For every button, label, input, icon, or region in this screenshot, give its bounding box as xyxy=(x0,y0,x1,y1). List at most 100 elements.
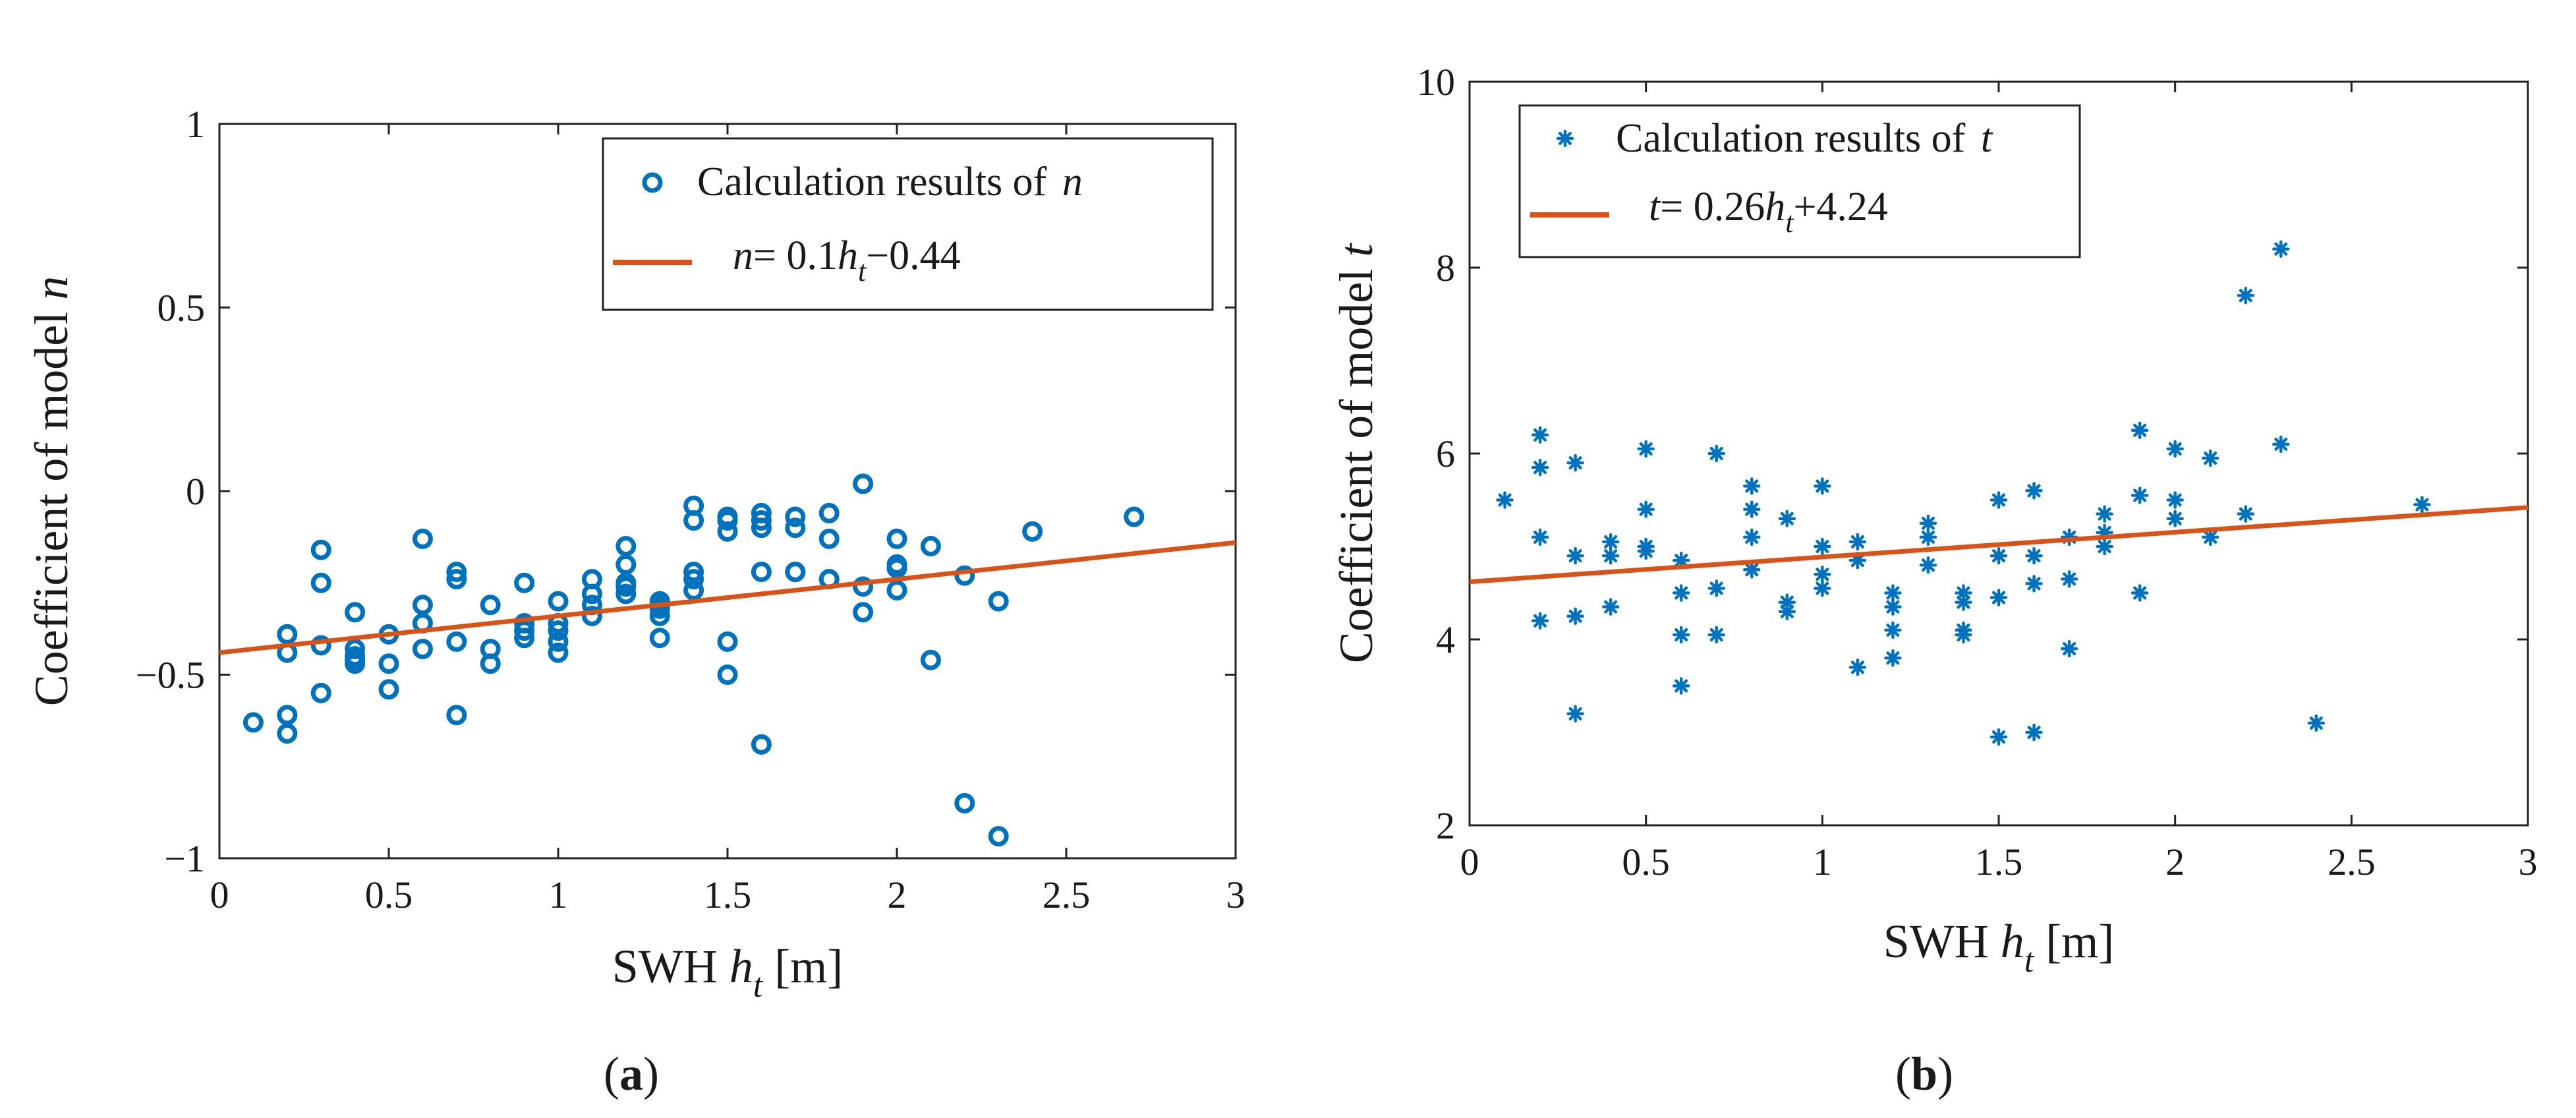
y-tick-label: 2 xyxy=(1436,804,1455,847)
data-point xyxy=(717,631,738,652)
data-point xyxy=(514,620,535,641)
data-point xyxy=(2307,714,2326,732)
panel-b-fit-line-group xyxy=(1469,505,2529,585)
data-point xyxy=(243,712,264,733)
data-point xyxy=(1989,728,2008,746)
data-point xyxy=(954,792,975,813)
data-point xyxy=(1566,607,1584,625)
data-point xyxy=(1884,598,1902,616)
panel-b-x-tick-labels: 0 0.5 1 1.5 2 2.5 3 xyxy=(1460,840,2538,883)
data-point xyxy=(785,562,806,583)
data-point xyxy=(1989,589,2008,606)
data-point xyxy=(1884,649,1902,667)
panel-a-plot-area: 0 0.5 1 1.5 2 2.5 3 −1 −0.5 0 0.5 1 xyxy=(136,103,1245,916)
data-point xyxy=(988,826,1009,847)
data-point xyxy=(1955,593,1972,611)
data-point xyxy=(683,579,704,601)
data-point xyxy=(886,558,907,579)
panel-a-data-points xyxy=(243,473,1145,847)
data-point xyxy=(1814,477,1831,495)
data-point xyxy=(886,528,907,549)
data-point xyxy=(1496,491,1514,509)
data-point xyxy=(1919,556,1937,574)
data-point xyxy=(1566,705,1584,723)
data-point xyxy=(1672,677,1690,695)
data-point xyxy=(1919,514,1937,532)
panel-b-legend-entry-2: t= 0.26ht+4.24 xyxy=(1649,185,1888,239)
data-point xyxy=(581,583,602,604)
data-point xyxy=(2060,639,2078,658)
panel-a-legend-box xyxy=(602,137,1214,311)
data-point xyxy=(920,536,941,557)
data-point xyxy=(2272,240,2290,258)
y-tick-label: 1 xyxy=(186,103,205,146)
data-point xyxy=(649,628,670,649)
data-point xyxy=(615,554,637,575)
data-point xyxy=(446,705,467,726)
panel-a: 0 0.5 1 1.5 2 2.5 3 −1 −0.5 0 0.5 1 Calculation re… xyxy=(25,103,1245,1100)
data-point xyxy=(548,591,569,612)
data-point xyxy=(988,591,1009,612)
panel-a-caption: (a) xyxy=(604,1047,659,1100)
data-point xyxy=(2096,505,2113,523)
data-point xyxy=(785,517,806,539)
data-point xyxy=(1743,528,1761,546)
data-point xyxy=(615,583,637,604)
data-point xyxy=(1637,542,1655,560)
panel-a-fit-line-group xyxy=(219,540,1236,655)
y-tick-label: 0.5 xyxy=(157,287,206,330)
data-point xyxy=(2131,486,2149,504)
data-point xyxy=(649,598,670,619)
data-point xyxy=(277,723,298,744)
data-point xyxy=(1778,593,1796,611)
data-point xyxy=(446,569,467,590)
data-point xyxy=(1848,533,1867,551)
data-point xyxy=(2272,435,2290,454)
panel-a-y-axis-label: Coefficient of model n xyxy=(25,276,78,707)
data-point xyxy=(717,510,738,531)
data-point xyxy=(2060,570,2078,588)
x-tick-label: 0.5 xyxy=(1622,840,1670,883)
data-point xyxy=(853,473,874,494)
data-point xyxy=(1707,579,1725,597)
data-point xyxy=(1743,561,1761,579)
data-point xyxy=(412,528,433,549)
data-point xyxy=(1124,506,1145,527)
data-point xyxy=(1778,603,1796,620)
data-point xyxy=(1743,500,1761,518)
fit-line xyxy=(219,540,1236,655)
data-point xyxy=(310,572,331,593)
panel-a-legend-entry-2: n= 0.1ht−0.44 xyxy=(733,233,961,287)
data-point xyxy=(2131,421,2149,439)
data-point xyxy=(853,576,874,597)
data-point xyxy=(1743,477,1761,495)
x-tick-label: 0.5 xyxy=(365,873,413,916)
data-point xyxy=(514,628,535,649)
data-point xyxy=(1566,546,1584,565)
x-tick-label: 2 xyxy=(2165,840,2185,883)
panel-a-x-axis-label: SWH ht [m] xyxy=(612,940,843,1005)
data-point xyxy=(1848,659,1867,676)
data-point xyxy=(1022,521,1043,542)
data-point xyxy=(548,631,569,652)
data-point xyxy=(751,734,772,755)
panel-a-legend-entry-1: Calculation results of n xyxy=(697,160,1083,204)
data-point xyxy=(310,682,331,703)
data-point xyxy=(717,521,738,542)
panel-a-legend: Calculation results of n n= 0.1ht−0.44 xyxy=(602,137,1214,311)
data-point xyxy=(1707,444,1725,463)
data-point xyxy=(2201,528,2219,546)
data-point xyxy=(1884,621,1902,639)
data-point xyxy=(1531,458,1549,477)
panel-a-tick-marks xyxy=(218,123,1237,860)
x-tick-label: 1.5 xyxy=(704,873,752,916)
panel-b-y-tick-labels: 2 4 6 8 10 xyxy=(1417,61,1455,847)
x-tick-label: 1 xyxy=(1813,840,1832,883)
data-point xyxy=(412,595,433,616)
data-point xyxy=(581,605,602,626)
data-point xyxy=(412,639,433,660)
data-point xyxy=(277,624,298,645)
panel-a-x-tick-labels: 0 0.5 1 1.5 2 2.5 3 xyxy=(210,873,1245,916)
x-tick-label: 3 xyxy=(2519,840,2538,883)
data-point xyxy=(2096,537,2113,556)
